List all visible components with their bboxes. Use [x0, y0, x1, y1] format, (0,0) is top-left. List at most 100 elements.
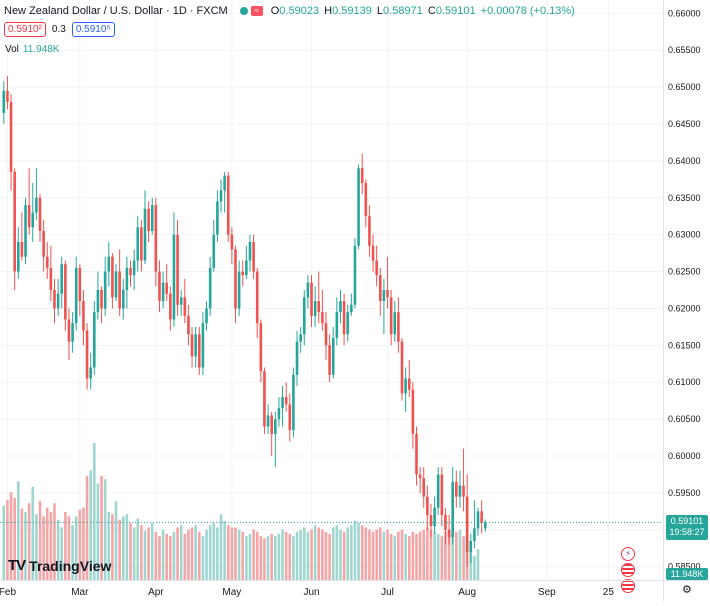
candle[interactable]	[194, 334, 197, 357]
candle[interactable]	[310, 282, 313, 316]
candle[interactable]	[313, 301, 317, 316]
candle[interactable]	[368, 216, 371, 246]
candle[interactable]	[6, 90, 9, 102]
candle[interactable]	[96, 290, 100, 313]
candle[interactable]	[324, 323, 328, 346]
candle[interactable]	[418, 474, 422, 479]
candle[interactable]	[415, 433, 418, 475]
candle[interactable]	[190, 334, 194, 357]
candle[interactable]	[93, 312, 96, 368]
candle[interactable]	[172, 234, 176, 320]
candle[interactable]	[205, 308, 208, 324]
candle[interactable]	[357, 168, 360, 246]
candle[interactable]	[386, 290, 389, 298]
candle[interactable]	[150, 205, 154, 231]
candle[interactable]	[27, 205, 31, 228]
candle[interactable]	[447, 529, 451, 538]
candle[interactable]	[248, 242, 252, 261]
candle[interactable]	[321, 312, 324, 324]
candle[interactable]	[473, 528, 476, 541]
candle[interactable]	[223, 175, 226, 191]
candle[interactable]	[306, 282, 310, 298]
candle[interactable]	[422, 478, 426, 497]
candle[interactable]	[346, 312, 350, 335]
candle[interactable]	[38, 197, 42, 231]
candle[interactable]	[129, 267, 132, 276]
candle[interactable]	[56, 293, 60, 309]
candle[interactable]	[234, 249, 237, 309]
candle[interactable]	[335, 312, 339, 338]
candle[interactable]	[462, 485, 465, 497]
candle[interactable]	[82, 301, 85, 331]
candle[interactable]	[245, 260, 248, 276]
candle[interactable]	[317, 301, 321, 313]
candle[interactable]	[60, 264, 64, 294]
candle[interactable]	[154, 205, 158, 272]
candle[interactable]	[371, 245, 375, 261]
candle[interactable]	[67, 319, 71, 342]
candle[interactable]	[201, 323, 205, 368]
candle[interactable]	[71, 323, 74, 342]
candle[interactable]	[350, 304, 353, 313]
candle[interactable]	[281, 396, 284, 409]
candle[interactable]	[9, 101, 13, 172]
candle[interactable]	[411, 389, 415, 434]
us-flag-icon[interactable]	[621, 563, 635, 577]
candle[interactable]	[302, 297, 306, 335]
wave-icon[interactable]: ≈	[250, 6, 263, 16]
candle[interactable]	[288, 404, 292, 431]
candle[interactable]	[179, 297, 183, 305]
candle[interactable]	[455, 481, 458, 497]
candle[interactable]	[378, 275, 382, 302]
sell-button[interactable]: 0.5910²	[4, 22, 46, 37]
candle[interactable]	[364, 183, 368, 217]
candle[interactable]	[255, 271, 259, 324]
candle[interactable]	[208, 267, 212, 309]
candle[interactable]	[49, 267, 53, 290]
candle[interactable]	[382, 290, 386, 302]
candle[interactable]	[197, 334, 201, 368]
candle[interactable]	[219, 190, 223, 202]
candle[interactable]	[284, 396, 288, 405]
candle[interactable]	[375, 260, 378, 276]
candle[interactable]	[140, 227, 143, 261]
candle[interactable]	[85, 330, 89, 379]
us-flag-icon[interactable]	[621, 579, 635, 593]
candle[interactable]	[20, 242, 24, 257]
time-axis[interactable]: Feb Mar Apr May Jun Jul Aug Sep 25	[0, 580, 663, 601]
candle[interactable]	[53, 290, 56, 309]
candle[interactable]	[237, 271, 241, 309]
candle[interactable]	[111, 256, 114, 298]
candle[interactable]	[24, 205, 27, 257]
gear-icon[interactable]: ⚙	[682, 584, 692, 596]
symbol-title[interactable]: New Zealand Dollar / U.S. Dollar · 1D · …	[4, 5, 228, 17]
candle[interactable]	[121, 290, 125, 309]
candle[interactable]	[107, 256, 111, 272]
price-axis[interactable]: 0.66000 0.65500 0.65000 0.64500 0.64000 0.635…	[663, 0, 710, 580]
candle[interactable]	[252, 242, 255, 272]
candle[interactable]	[187, 315, 190, 335]
candle[interactable]	[440, 474, 444, 516]
candle[interactable]	[45, 256, 49, 268]
candle[interactable]	[31, 212, 35, 228]
candle[interactable]	[400, 341, 404, 394]
buy-button[interactable]: 0.5910⁵	[71, 22, 115, 37]
candle[interactable]	[89, 367, 92, 379]
candle[interactable]	[143, 208, 147, 261]
candle[interactable]	[444, 515, 447, 530]
candle[interactable]	[458, 485, 462, 497]
candle[interactable]	[436, 474, 440, 508]
candle[interactable]	[342, 301, 346, 335]
candle[interactable]	[339, 301, 342, 313]
candle[interactable]	[2, 90, 6, 113]
candle[interactable]	[241, 271, 245, 276]
candle[interactable]	[353, 245, 357, 305]
candle[interactable]	[125, 267, 129, 290]
candle[interactable]	[16, 242, 20, 272]
candle[interactable]	[165, 282, 169, 294]
candle[interactable]	[64, 264, 67, 320]
candle[interactable]	[132, 260, 136, 276]
candle[interactable]	[13, 171, 16, 272]
candle[interactable]	[274, 419, 277, 434]
candle[interactable]	[469, 540, 473, 552]
